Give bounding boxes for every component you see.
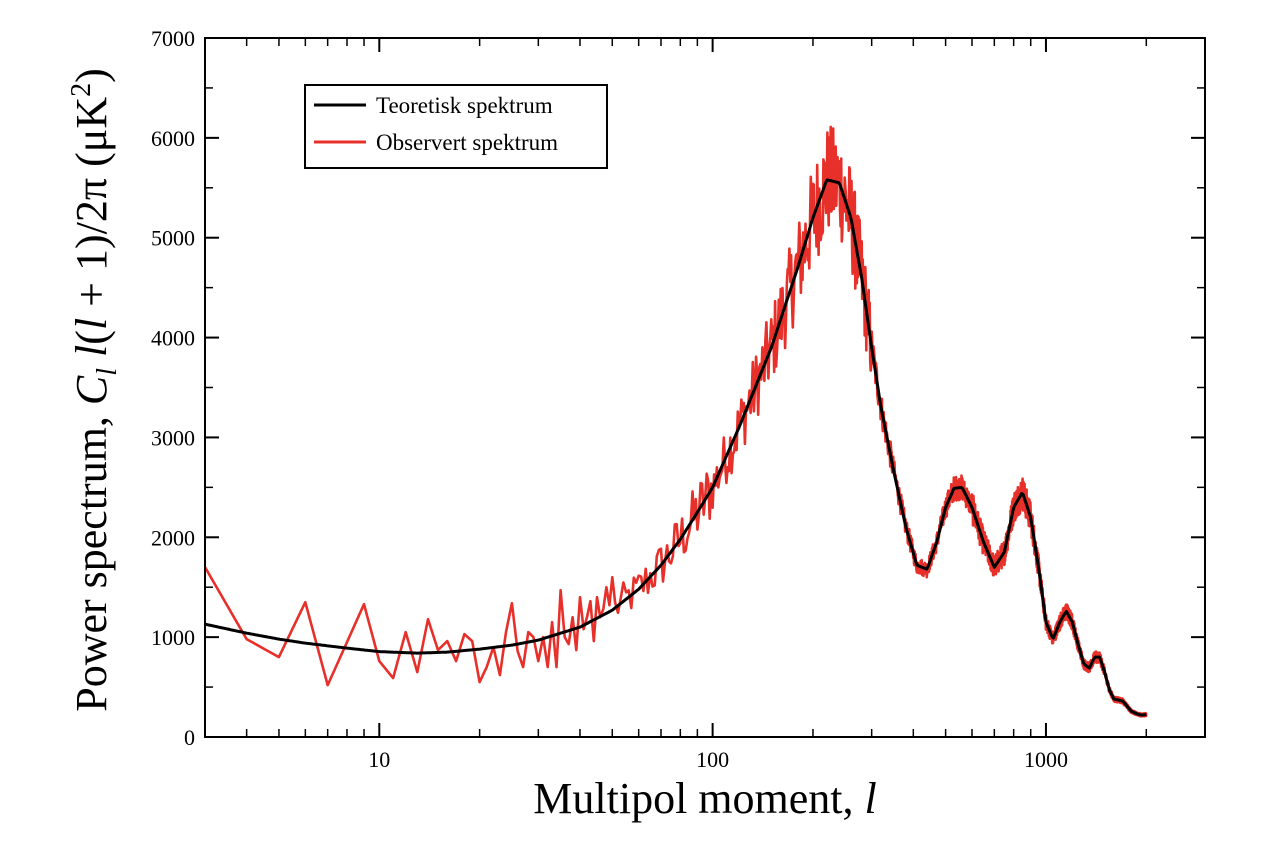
y-tick-label: 5000 [151, 226, 195, 251]
legend-label-observed: Observert spektrum [376, 130, 558, 155]
series-observed-line [205, 125, 1148, 718]
y-axis-title: Power spectrum, Cl l(l + 1)/2π (μK2) [66, 68, 123, 712]
legend-box [304, 84, 608, 169]
x-tick-label: 1000 [1024, 747, 1068, 772]
y-tick-label: 0 [184, 725, 195, 750]
series-layer [205, 125, 1148, 718]
x-tick-label: 100 [696, 747, 729, 772]
legend-label-theoretical: Teoretisk spektrum [376, 93, 553, 118]
y-tick-label: 2000 [151, 525, 195, 550]
axes-layer: 0 1000 2000 3000 4000 5000 6000 7000 10 100 1000 [151, 26, 1206, 772]
y-tick-label: 3000 [151, 425, 195, 450]
x-tick-label: 10 [368, 747, 390, 772]
series-theoretical-line [205, 178, 1148, 717]
x-axis-title: Multipol moment, l [533, 774, 876, 823]
legend: Teoretisk spektrum Observert spektrum [304, 84, 608, 169]
y-tick-label: 6000 [151, 126, 195, 151]
y-tick-label: 7000 [151, 26, 195, 51]
plot-area [205, 125, 1148, 718]
y-tick-label: 1000 [151, 625, 195, 650]
y-tick-label: 4000 [151, 326, 195, 351]
